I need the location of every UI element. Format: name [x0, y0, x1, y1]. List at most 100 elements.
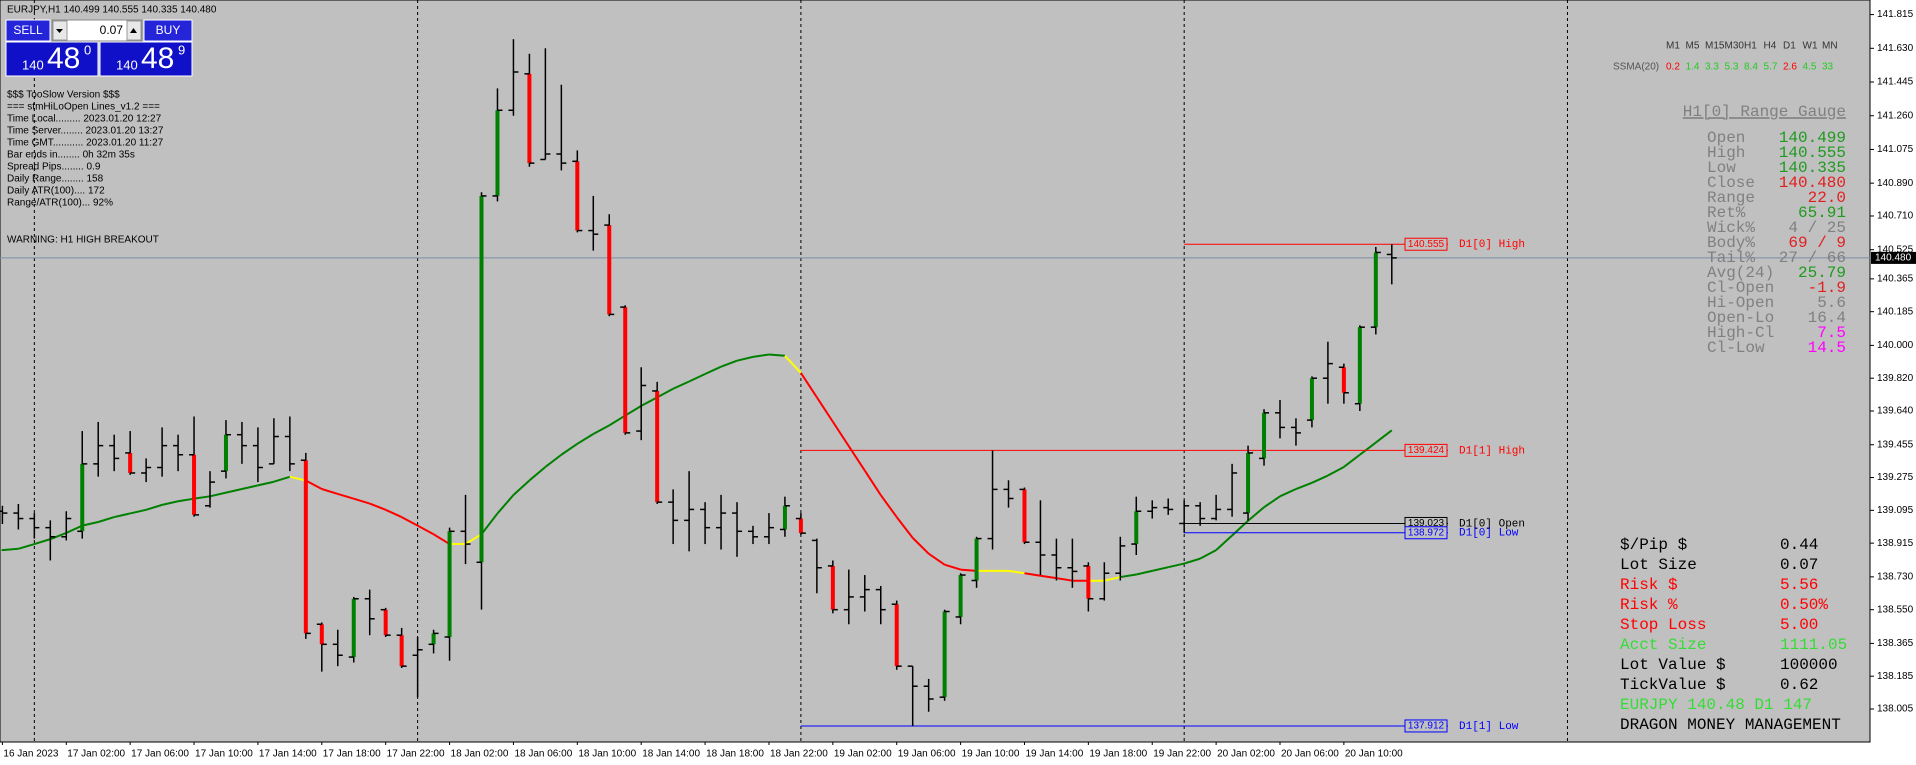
y-tick-label: 138.730 [1877, 572, 1914, 583]
timeframe: H1 [1744, 41, 1757, 52]
x-tick-label: 20 Jan 02:00 [1217, 749, 1275, 760]
ma-segment [656, 387, 674, 399]
y-tick-label: 138.185 [1877, 671, 1914, 682]
ssma-value: 0.2 [1666, 62, 1680, 73]
money-value: 0.07 [1780, 556, 1818, 574]
ssma-value: 8.4 [1744, 62, 1758, 73]
gauge-label: Open [1707, 129, 1745, 147]
ma-segment [465, 533, 483, 545]
y-tick-label: 139.640 [1877, 406, 1914, 417]
ma-segment [704, 365, 722, 375]
x-tick-label: 20 Jan 06:00 [1281, 749, 1339, 760]
ma-segment [1167, 562, 1185, 569]
money-value: 0.44 [1780, 536, 1818, 554]
bar-body [623, 307, 628, 433]
ma-segment [273, 475, 291, 483]
x-tick-label: 17 Jan 14:00 [259, 749, 317, 760]
level-box [1404, 719, 1448, 733]
info-line: Daily ATR(100).... 172 [7, 186, 105, 197]
ask-box[interactable] [99, 41, 193, 77]
bar-body [894, 604, 899, 667]
bid-pips: 48 [47, 42, 80, 75]
ssma-label: SSMA(20) [1613, 62, 1659, 73]
y-tick-label: 141.260 [1877, 110, 1914, 121]
x-tick-label: 20 Jan 10:00 [1345, 749, 1403, 760]
bar-body [1086, 565, 1091, 599]
level-value: 137.912 [1408, 721, 1445, 732]
level-value: 139.023 [1408, 518, 1445, 529]
y-tick-label: 140.525 [1877, 244, 1914, 255]
bar-body [655, 390, 660, 503]
lot-input[interactable] [51, 19, 143, 42]
ma-segment [97, 516, 115, 523]
bar-body [575, 161, 580, 231]
x-tick-label: 18 Jan 10:00 [578, 749, 636, 760]
ma-segment [18, 543, 35, 550]
ma-segment [1008, 569, 1025, 575]
x-tick-label: 17 Jan 10:00 [195, 749, 253, 760]
money-label: Lot Size [1620, 556, 1697, 574]
bid-point: 0 [84, 42, 91, 57]
ma-segment [1215, 534, 1233, 551]
x-tick-label: 18 Jan 18:00 [706, 749, 764, 760]
ma-segment [353, 497, 371, 505]
ma-segment [49, 532, 67, 541]
bar-body [1134, 511, 1139, 545]
info-line: Time Local......... 2023.01.20 12:27 [7, 114, 162, 125]
gauge-label: Low [1707, 159, 1736, 177]
x-tick-label: 19 Jan 14:00 [1025, 749, 1083, 760]
level-name: D1[0] Open [1459, 518, 1525, 530]
ma-segment [82, 521, 99, 527]
x-tick-label: 18 Jan 02:00 [451, 749, 509, 760]
ma-segment [241, 484, 259, 490]
ma-segment [752, 353, 770, 358]
info-line: Time Server........ 2023.01.20 13:27 [7, 126, 164, 137]
bar-body [942, 611, 947, 698]
gauge-label: Cl-Open [1707, 279, 1774, 297]
gauge-title: H1[0] Range Gauge [1683, 103, 1846, 121]
ma-segment [113, 512, 131, 519]
gauge-value: 140.480 [1779, 174, 1846, 192]
gauge-label: Cl-Low [1707, 339, 1765, 357]
level-name: D1[1] Low [1459, 721, 1519, 733]
bar-body [479, 195, 484, 563]
x-tick-label: 18 Jan 22:00 [770, 749, 828, 760]
bar-body [1357, 327, 1362, 404]
timeframe: W1 [1803, 41, 1818, 52]
gauge-value: 25.79 [1798, 264, 1846, 282]
ma-segment [257, 480, 275, 487]
ssma-value: 33 [1822, 62, 1834, 73]
gauge-value: 27 / 66 [1779, 249, 1846, 267]
ma-segment [624, 405, 642, 417]
x-tick-label: 16 Jan 2023 [3, 749, 58, 760]
buy-button[interactable] [143, 19, 193, 42]
bar-body [431, 633, 436, 645]
info-line: Range/ATR(100)... 92% [7, 198, 113, 209]
ma-segment [944, 563, 961, 571]
y-tick-label: 140.890 [1877, 178, 1914, 189]
axes: 141.815 141.630 141.445 141.260 141.075 140.8… [1, 9, 1916, 760]
money-label: TickValue $ [1620, 676, 1726, 694]
level-name: D1[1] High [1459, 445, 1525, 457]
bid-big: 140 [22, 57, 44, 72]
gauge-value: 4 / 25 [1788, 219, 1846, 237]
bar-body [495, 110, 500, 196]
moving-average [1, 353, 1393, 582]
bar-body [607, 225, 612, 315]
y-tick-label: 139.095 [1877, 505, 1914, 516]
level-value: 140.555 [1408, 239, 1445, 250]
timeframe: H4 [1764, 41, 1777, 52]
x-tick-label: 19 Jan 02:00 [834, 749, 892, 760]
ma-segment [1263, 495, 1281, 509]
bid-box[interactable] [5, 41, 99, 77]
ma-segment [193, 495, 211, 500]
gauge-value: 65.91 [1798, 204, 1846, 222]
gauge-label: High-Cl [1707, 324, 1774, 342]
y-tick-label: 141.075 [1877, 144, 1914, 155]
ma-segment [512, 479, 531, 496]
sell-button[interactable] [5, 19, 51, 42]
x-tick-label: 17 Jan 06:00 [131, 749, 189, 760]
gauge-label: Hi-Open [1707, 294, 1774, 312]
ma-segment [1311, 474, 1329, 484]
